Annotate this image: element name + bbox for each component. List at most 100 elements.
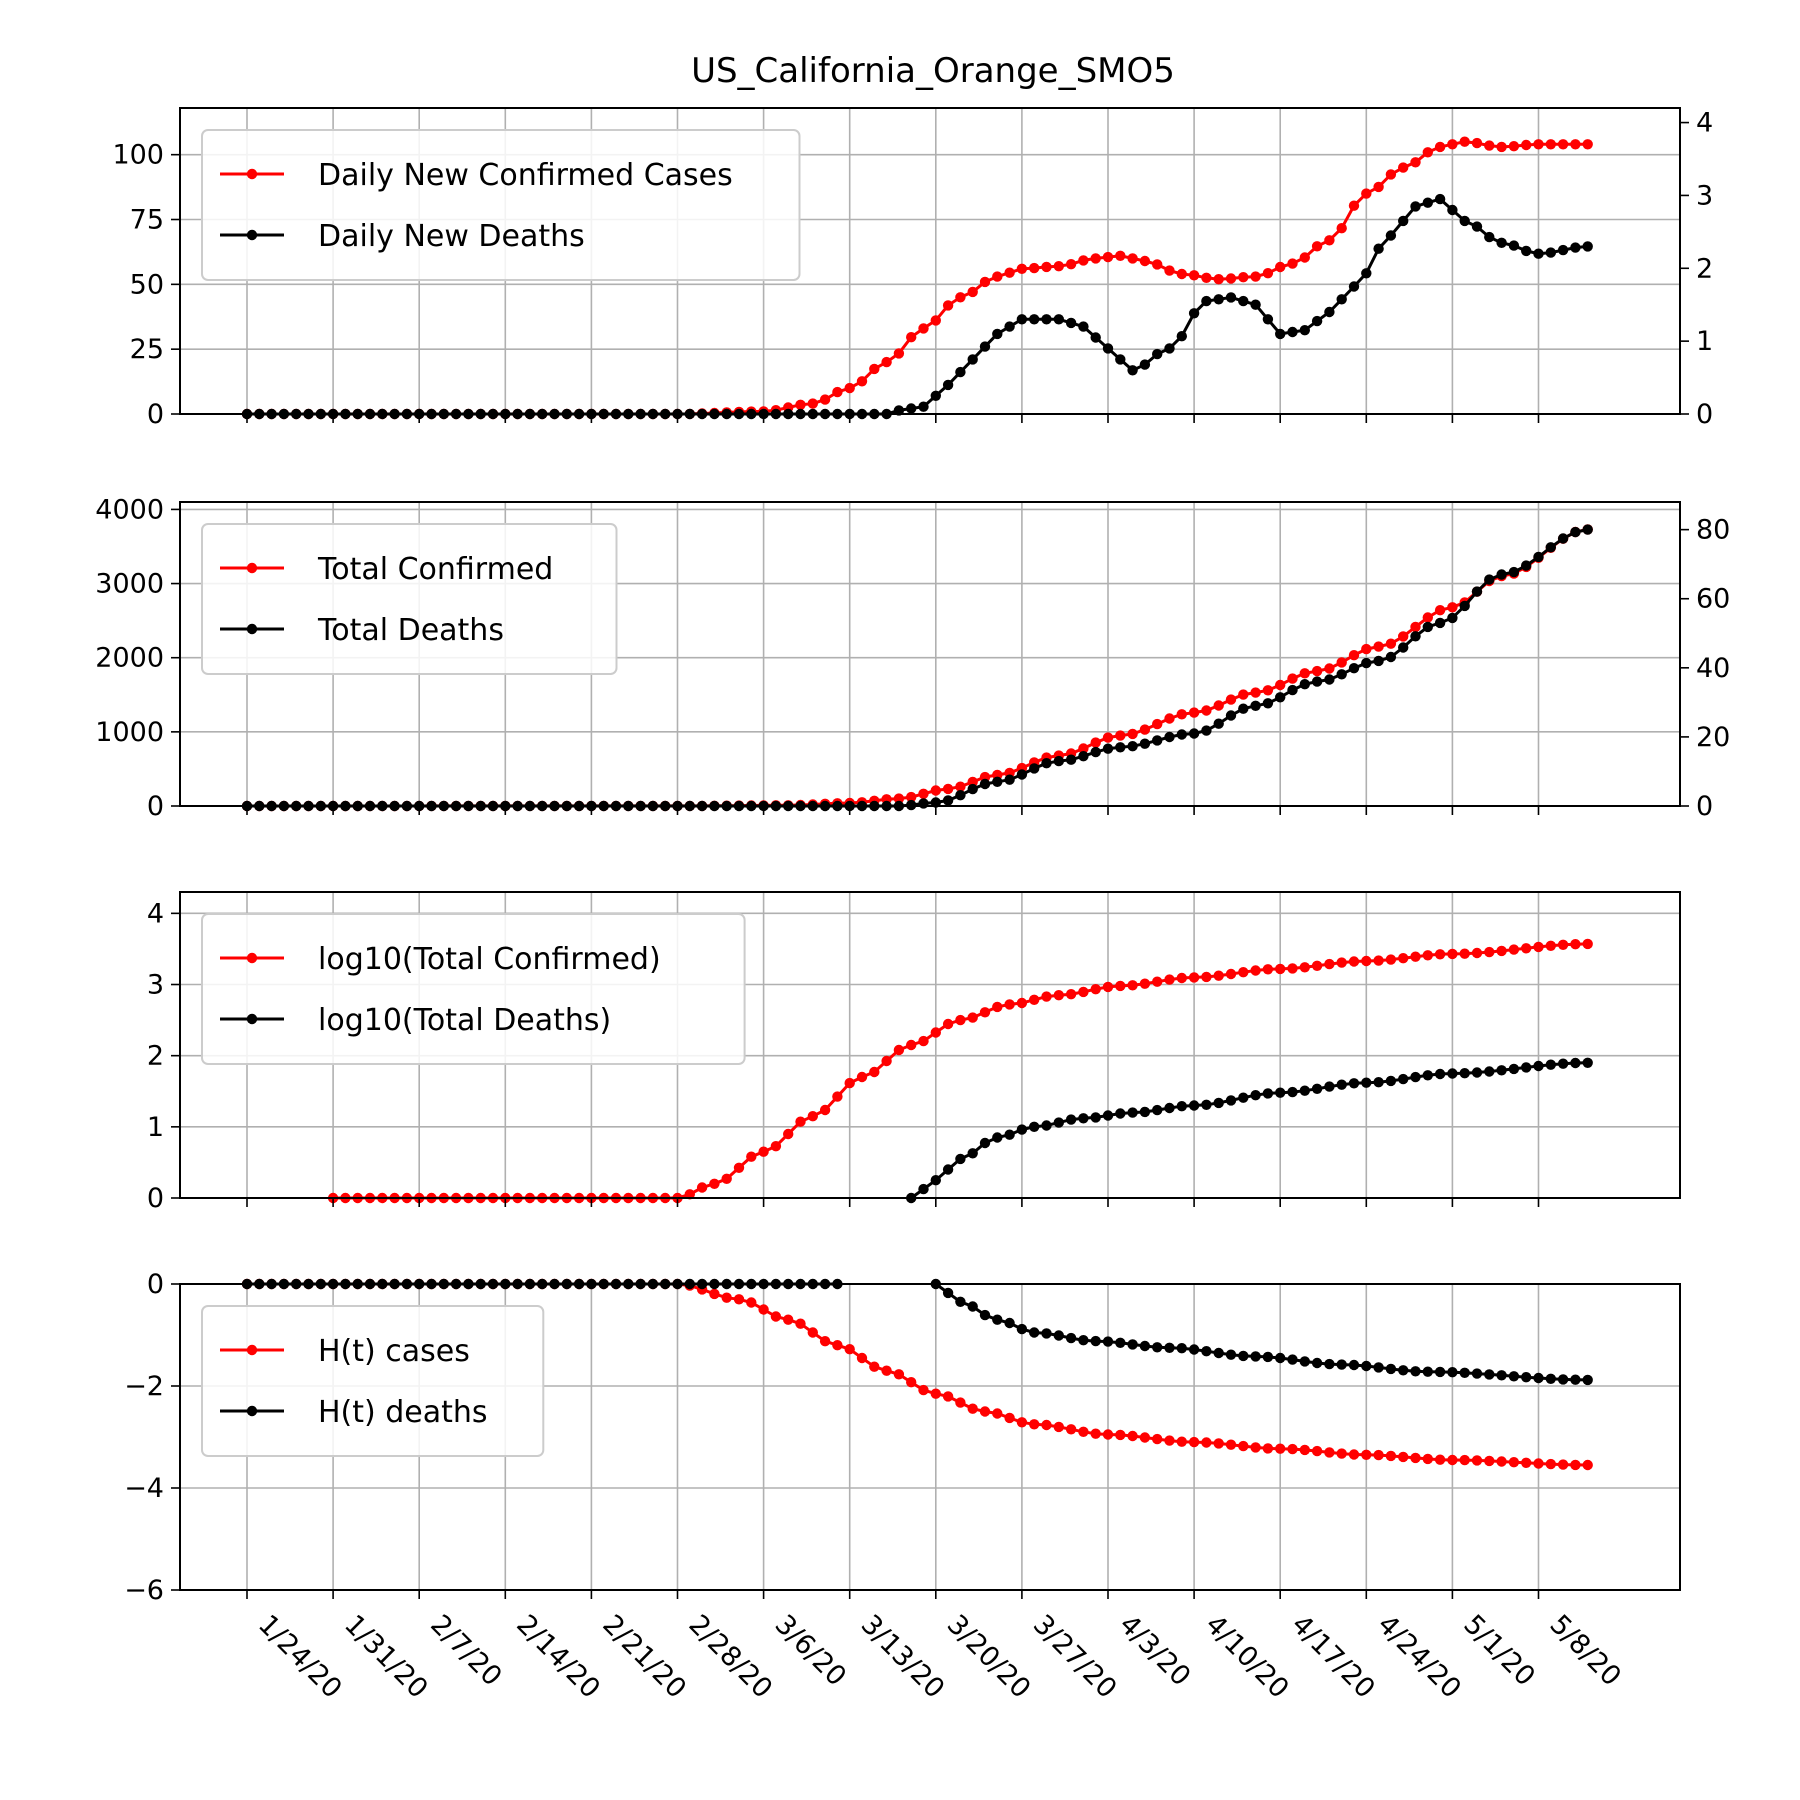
data-point: [906, 791, 917, 803]
data-point: [1053, 1117, 1065, 1128]
panel-ht-legend: H(t) cases H(t) deaths: [201, 1305, 545, 1457]
data-point: [1582, 938, 1593, 950]
data-point: [967, 286, 978, 298]
legend-box: [201, 1305, 545, 1457]
data-point: [1484, 574, 1495, 585]
data-point: [1090, 1428, 1101, 1439]
data-point: [1582, 1057, 1593, 1069]
data-point: [1262, 698, 1274, 709]
data-point: [1373, 243, 1384, 254]
data-point: [1176, 972, 1188, 984]
data-point: [955, 790, 966, 801]
data-point: [1459, 1454, 1470, 1466]
data-point: [1053, 990, 1065, 1001]
data-point: [1090, 737, 1101, 748]
data-point: [1410, 1452, 1421, 1464]
data-point: [1004, 774, 1015, 785]
data-point: [942, 1018, 954, 1030]
data-point: [930, 1388, 941, 1399]
data-point: [1521, 1372, 1532, 1383]
data-point: [1201, 725, 1212, 736]
data-point: [1557, 1058, 1569, 1069]
data-point: [1496, 1456, 1507, 1467]
data-point: [1275, 963, 1286, 975]
data-point: [1152, 735, 1163, 746]
data-point: [1225, 1349, 1237, 1360]
data-point: [992, 1314, 1003, 1325]
chart-title: US_California_Orange_SMO5: [691, 51, 1175, 91]
data-point: [1262, 1443, 1274, 1454]
data-point: [1471, 947, 1483, 959]
data-point: [1176, 331, 1188, 342]
data-point: [1065, 1424, 1077, 1435]
data-point: [1508, 141, 1520, 152]
y-tick-label-left: 0: [147, 1269, 164, 1300]
data-point: [1213, 970, 1224, 981]
data-point: [1398, 215, 1409, 227]
y-tick-label-right: 1: [1696, 326, 1713, 357]
data-point: [1053, 1421, 1065, 1433]
data-point: [1041, 991, 1052, 1002]
y-tick-label-right: 20: [1696, 722, 1730, 753]
data-point: [1262, 1088, 1274, 1099]
data-point: [1336, 1448, 1347, 1459]
data-point: [1422, 950, 1434, 961]
data-point: [1361, 268, 1372, 279]
data-point: [1078, 321, 1089, 332]
data-point: [930, 390, 941, 401]
data-point: [1176, 1343, 1188, 1354]
legend-marker: [246, 562, 258, 574]
data-point: [1201, 971, 1212, 983]
data-point: [1373, 1449, 1384, 1461]
y-tick-label-left: −6: [124, 1575, 164, 1606]
data-point: [1348, 1078, 1360, 1089]
data-point: [746, 1151, 757, 1162]
data-point: [1102, 1336, 1114, 1347]
data-point: [1496, 141, 1507, 153]
data-point: [906, 332, 917, 343]
data-point: [1115, 730, 1126, 741]
data-point: [1188, 270, 1200, 281]
data-point: [1311, 1083, 1323, 1095]
data-point: [942, 379, 954, 391]
data-point: [1213, 1097, 1224, 1109]
legend-label: H(t) deaths: [318, 1395, 488, 1430]
data-point: [1053, 1330, 1065, 1341]
legend-marker: [246, 1013, 258, 1025]
data-point: [807, 1327, 818, 1338]
data-point: [1410, 157, 1421, 168]
data-point: [1053, 314, 1065, 325]
data-point: [992, 1408, 1003, 1419]
legend-marker: [246, 952, 258, 964]
data-point: [1262, 1351, 1274, 1363]
panel-log-frame: [179, 891, 1681, 1199]
data-point: [1029, 1419, 1040, 1430]
data-point: [1188, 707, 1200, 718]
data-point: [1496, 569, 1507, 580]
data-point: [1508, 1371, 1520, 1382]
data-point: [1164, 1102, 1175, 1114]
data-point: [979, 1309, 991, 1321]
data-point: [1029, 1327, 1040, 1338]
data-point: [1262, 268, 1274, 279]
data-point: [955, 292, 966, 303]
data-point: [1213, 1347, 1224, 1359]
data-point: [1078, 255, 1089, 266]
data-point: [1324, 1081, 1335, 1092]
data-point: [1127, 253, 1138, 264]
data-point: [1250, 1090, 1261, 1101]
series-log10-total-deaths: [906, 1057, 1593, 1204]
data-point: [1324, 674, 1335, 685]
data-point: [1078, 1426, 1089, 1438]
data-point: [1385, 1075, 1397, 1087]
data-point: [1041, 261, 1052, 273]
data-point: [1434, 1454, 1446, 1465]
data-point: [1447, 612, 1458, 624]
data-point: [856, 1352, 868, 1364]
data-point: [1336, 669, 1347, 680]
legend-marker: [246, 1405, 258, 1417]
data-point: [1287, 673, 1298, 684]
data-point: [1275, 679, 1286, 691]
data-point: [918, 1035, 929, 1047]
data-point: [819, 394, 831, 405]
